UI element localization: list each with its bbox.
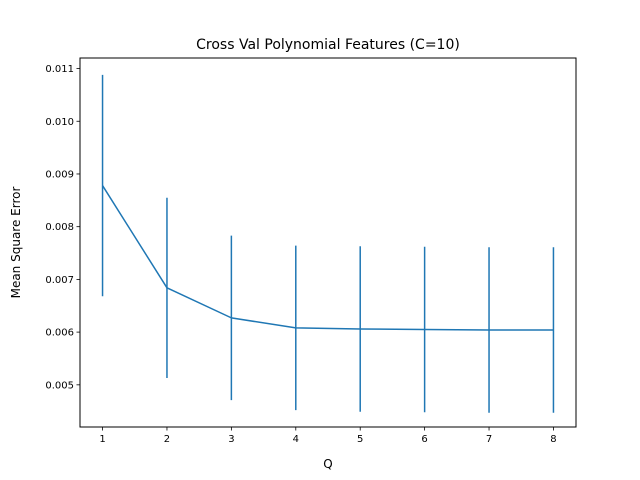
y-tick-label: 0.009 xyxy=(45,169,74,180)
x-tick-label: 5 xyxy=(357,434,363,445)
x-tick-label: 6 xyxy=(421,434,427,445)
y-tick-label: 0.007 xyxy=(45,275,74,286)
y-tick-label: 0.008 xyxy=(45,222,74,233)
x-tick-label: 8 xyxy=(550,434,556,445)
x-tick-label: 2 xyxy=(164,434,170,445)
x-tick-label: 3 xyxy=(228,434,234,445)
y-tick-label: 0.011 xyxy=(45,64,74,75)
chart-title: Cross Val Polynomial Features (C=10) xyxy=(196,37,460,53)
y-tick-label: 0.010 xyxy=(45,117,74,128)
y-tick-label: 0.006 xyxy=(45,328,74,339)
plot-area: 1 2 3 4 5 6 7 8 0.005 0.006 0.007 0.008 0.009 0.010 0.… xyxy=(45,64,556,445)
x-tick-label: 4 xyxy=(293,434,299,445)
x-tick-label: 7 xyxy=(486,434,492,445)
y-axis-label: Mean Square Error xyxy=(9,187,23,299)
x-axis-label: Q xyxy=(323,457,332,471)
x-tick-label: 1 xyxy=(99,434,105,445)
series-line xyxy=(101,185,554,331)
axes-frame xyxy=(79,57,577,428)
y-tick-label: 0.005 xyxy=(45,380,74,391)
